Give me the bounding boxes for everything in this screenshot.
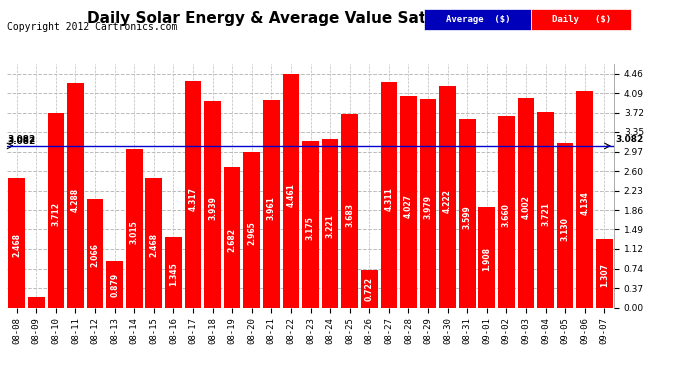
Text: 3.599: 3.599 [463, 205, 472, 229]
Bar [322, 139, 338, 308]
Bar [302, 141, 319, 308]
Bar [263, 100, 279, 308]
Bar [576, 91, 593, 308]
Text: 2.682: 2.682 [228, 228, 237, 252]
Text: 3.683: 3.683 [345, 203, 354, 227]
Bar [67, 83, 83, 308]
Text: 3.130: 3.130 [561, 217, 570, 241]
Bar [165, 237, 181, 308]
Bar [283, 74, 299, 308]
Text: 4.317: 4.317 [188, 187, 197, 211]
Text: 4.461: 4.461 [286, 183, 295, 207]
Bar [185, 81, 201, 308]
Text: 3.015: 3.015 [130, 220, 139, 243]
Text: 3.979: 3.979 [424, 195, 433, 219]
Text: 2.468: 2.468 [12, 233, 21, 257]
Text: 4.002: 4.002 [522, 195, 531, 219]
Bar [596, 239, 613, 308]
Bar [498, 116, 515, 308]
Bar [87, 199, 104, 308]
Text: 1.908: 1.908 [482, 248, 491, 272]
Text: 3.961: 3.961 [267, 196, 276, 220]
Bar [538, 112, 554, 308]
Text: 4.134: 4.134 [580, 192, 589, 215]
Bar [224, 167, 241, 308]
Bar [106, 261, 123, 308]
Bar [146, 178, 162, 308]
Text: 4.222: 4.222 [443, 189, 452, 213]
Bar [361, 270, 377, 308]
Bar [244, 152, 260, 308]
Bar [204, 101, 221, 308]
Bar [342, 114, 358, 308]
Text: 2.468: 2.468 [149, 233, 158, 257]
Text: Daily   ($): Daily ($) [552, 15, 611, 24]
Bar [8, 178, 25, 308]
Bar [518, 98, 534, 308]
Text: 4.027: 4.027 [404, 194, 413, 218]
Text: 2.066: 2.066 [90, 244, 99, 267]
Text: 3.082: 3.082 [7, 137, 35, 146]
Bar [420, 99, 436, 308]
Text: 3.660: 3.660 [502, 204, 511, 227]
Text: 4.311: 4.311 [384, 187, 393, 211]
Text: 1.307: 1.307 [600, 262, 609, 286]
Bar [557, 143, 573, 308]
Text: 3.175: 3.175 [306, 216, 315, 240]
Text: Average  ($): Average ($) [446, 15, 510, 24]
Text: 3.939: 3.939 [208, 196, 217, 220]
Text: 3.721: 3.721 [541, 202, 550, 226]
Bar [459, 119, 475, 308]
Text: Daily Solar Energy & Average Value Sat Sep 8 06:32: Daily Solar Energy & Average Value Sat S… [87, 11, 534, 26]
Text: 2.965: 2.965 [247, 221, 256, 245]
Text: 1.345: 1.345 [169, 262, 178, 285]
Bar [380, 81, 397, 308]
Text: 3.082: 3.082 [615, 135, 643, 144]
Text: 0.879: 0.879 [110, 273, 119, 297]
Bar [440, 86, 456, 308]
Text: Copyright 2012 Cartronics.com: Copyright 2012 Cartronics.com [7, 22, 177, 33]
Text: 3.221: 3.221 [326, 214, 335, 238]
Text: 3.712: 3.712 [51, 202, 60, 226]
Bar [126, 150, 143, 308]
Bar [478, 207, 495, 308]
Text: 3.082: 3.082 [7, 135, 35, 144]
Text: 0.722: 0.722 [365, 278, 374, 302]
Bar [28, 297, 45, 307]
Bar [400, 96, 417, 308]
Bar [48, 113, 64, 308]
Text: 4.288: 4.288 [71, 188, 80, 211]
